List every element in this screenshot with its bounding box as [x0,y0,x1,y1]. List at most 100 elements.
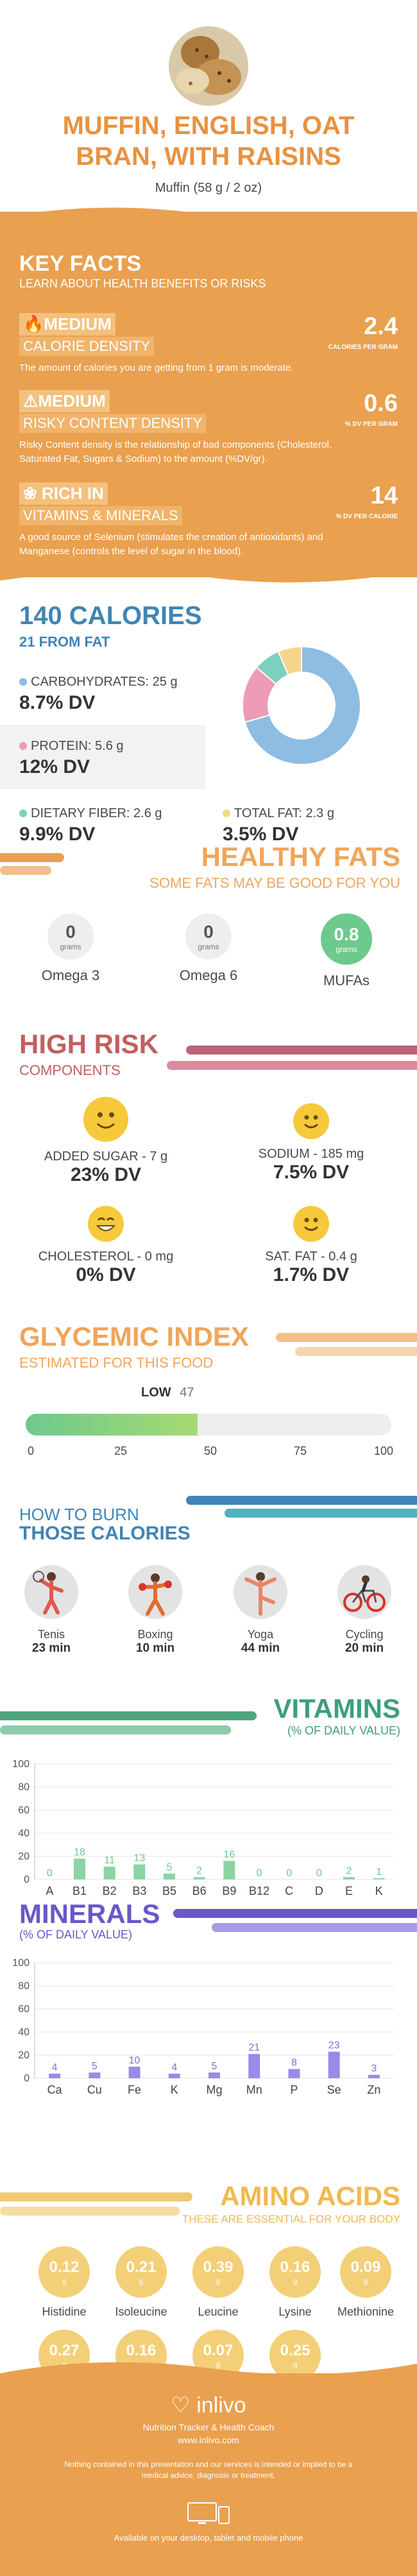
grin-face-icon [88,1206,124,1242]
legend-dot [19,809,27,817]
calories-from-fat: 21 FROM FAT [19,634,110,650]
x-tick-label: Ca [47,2083,63,2096]
risk-label: ADDED SUGAR - 7 g [44,1149,168,1164]
risk-sodium: SODIUM - 185 mg 7.5% DV [225,1103,398,1183]
glycemic-index-fill [26,1414,198,1436]
y-tick-label: 60 [18,2004,30,2015]
risk-label: SODIUM - 185 mg [258,1147,364,1161]
fat-omega3: 0 grams Omega 3 [32,913,109,984]
high-risk-title: HIGH RISK [19,1029,159,1059]
yoga-icon [234,1565,287,1619]
key-fact-level: ⚠MEDIUM [19,390,110,412]
activity-cycling: Cycling 20 min [326,1565,403,1656]
bar-Zn [368,2074,380,2078]
decor-band [0,1725,231,1734]
data-label: 0 [286,1868,292,1879]
y-tick-label: 20 [18,1851,30,1862]
fat-badge: 0 grams [185,913,232,960]
boxing-icon [128,1565,182,1619]
key-fact-name: RISKY CONTENT DENSITY [19,414,207,433]
flame-icon: 🔥 [23,314,44,334]
decor-band [276,1333,417,1342]
risk-dv: 1.7% DV [273,1264,350,1285]
risk-label: CHOLESTEROL - 0 mg [38,1250,174,1264]
gi-tick: 75 [293,1445,307,1457]
amino-badge: 0.12 g [38,2246,90,2298]
key-facts-subtitle: LEARN ABOUT HEALTH BENEFITS OR RISKS [19,277,266,290]
x-tick-label: B1 [72,1885,87,1897]
wave-divider [0,2362,417,2380]
key-fact-value: 0.6 [364,390,398,417]
gi-tick: 50 [203,1445,217,1457]
data-label: 5 [212,2061,217,2072]
amino-badge: 0.39 g [192,2246,244,2298]
amino-badge: 0.25 g [269,2330,321,2381]
data-label: 0 [257,1868,262,1879]
bar-B9 [223,1861,235,1879]
activity-minutes: 10 min [135,1641,175,1655]
pie-slice-carbohydrates [244,645,361,765]
activity-yoga: Yoga 44 min [222,1565,299,1656]
data-label: 2 [346,1865,352,1876]
nutrient-total-fat: TOTAL FAT: 2.3 g 3.5% DV [208,767,414,845]
x-tick-label: Fe [128,2083,141,2096]
activity-minutes: 23 min [31,1641,71,1655]
glycemic-value: 47 [180,1385,194,1400]
nutrient-label: DIETARY FIBER: 2.6 g [31,806,162,820]
nutrient-label: PROTEIN: 5.6 g [31,739,124,753]
x-tick-label: A [46,1885,53,1897]
x-tick-label: B3 [132,1885,146,1897]
data-label: 1 [376,1867,382,1877]
activity-name: Boxing [137,1628,173,1641]
nutrient-dv: 3.5% DV [223,824,299,845]
data-label: 3 [371,2063,377,2074]
glycemic-index-bar [26,1414,391,1436]
data-label: 10 [129,2055,140,2066]
risk-label: SAT. FAT - 0.4 g [265,1250,357,1264]
nutrient-carbohydrates: CARBOHYDRATES: 25 g 8.7% DV [0,661,205,725]
risk-sat-fat: SAT. FAT - 0.4 g 1.7% DV [225,1206,398,1286]
wave-divider [0,564,417,582]
healthy-fats-subtitle: SOME FATS MAY BE GOOD FOR YOU [149,875,400,891]
brand-name: inlivo [196,2393,246,2418]
smile-face-icon [293,1206,329,1242]
risk-added-sugar: ADDED SUGAR - 7 g 23% DV [19,1097,192,1186]
x-tick-label: Zn [367,2083,380,2096]
key-fact-unit: % DV PER GRAM [345,421,398,428]
high-risk-subtitle: COMPONENTS [19,1062,121,1078]
data-label: 18 [74,1847,85,1858]
gi-tick: 0 [27,1445,34,1457]
decor-band [167,1061,417,1070]
bar-B1 [74,1858,85,1879]
minerals-bar-chart: 0 20 40 60 80 100 4 Ca 5 Cu 10 Fe 4 K 5 Mg 21 Mn 8 P 23 Se 3 Zn [13,1958,394,2096]
brand-url[interactable]: www.inlivo.com [178,2435,239,2445]
fat-name: Omega 3 [41,967,100,983]
fat-badge: 0.8 grams [321,913,372,965]
legend-dot [19,742,27,750]
minerals-subtitle: (% OF DAILY VALUE) [19,1928,133,1941]
y-tick-label: 40 [18,1828,30,1839]
amino-name: Isoleucine [115,2305,167,2318]
data-label: 4 [52,2062,58,2073]
x-tick-label: B2 [103,1885,117,1897]
smile-face-icon [293,1103,329,1139]
decor-band [173,1909,417,1918]
decor-band [0,2207,180,2216]
data-label: 0 [316,1868,322,1879]
decor-band [0,1711,257,1720]
risk-dv: 23% DV [70,1164,142,1185]
vitamins-subtitle: (% OF DAILY VALUE) [287,1724,400,1737]
amino-name: Methionine [337,2305,395,2318]
nutrient-label: TOTAL FAT: 2.3 g [234,806,334,820]
availability-note: Available on your desktop, tablet and mo… [114,2533,303,2543]
decor-band [0,866,51,875]
amino-title: AMINO ACIDS [220,2181,400,2211]
decor-band [225,1509,417,1518]
risk-dv: 0% DV [76,1264,136,1285]
activity-name: Cycling [345,1628,384,1641]
amino-subtitle: THESE ARE ESSENTIAL FOR YOUR BODY [182,2213,400,2225]
data-label: 5 [92,2061,98,2072]
y-tick-label: 100 [13,1958,30,1969]
burn-title-line1: HOW TO BURN [19,1505,139,1524]
